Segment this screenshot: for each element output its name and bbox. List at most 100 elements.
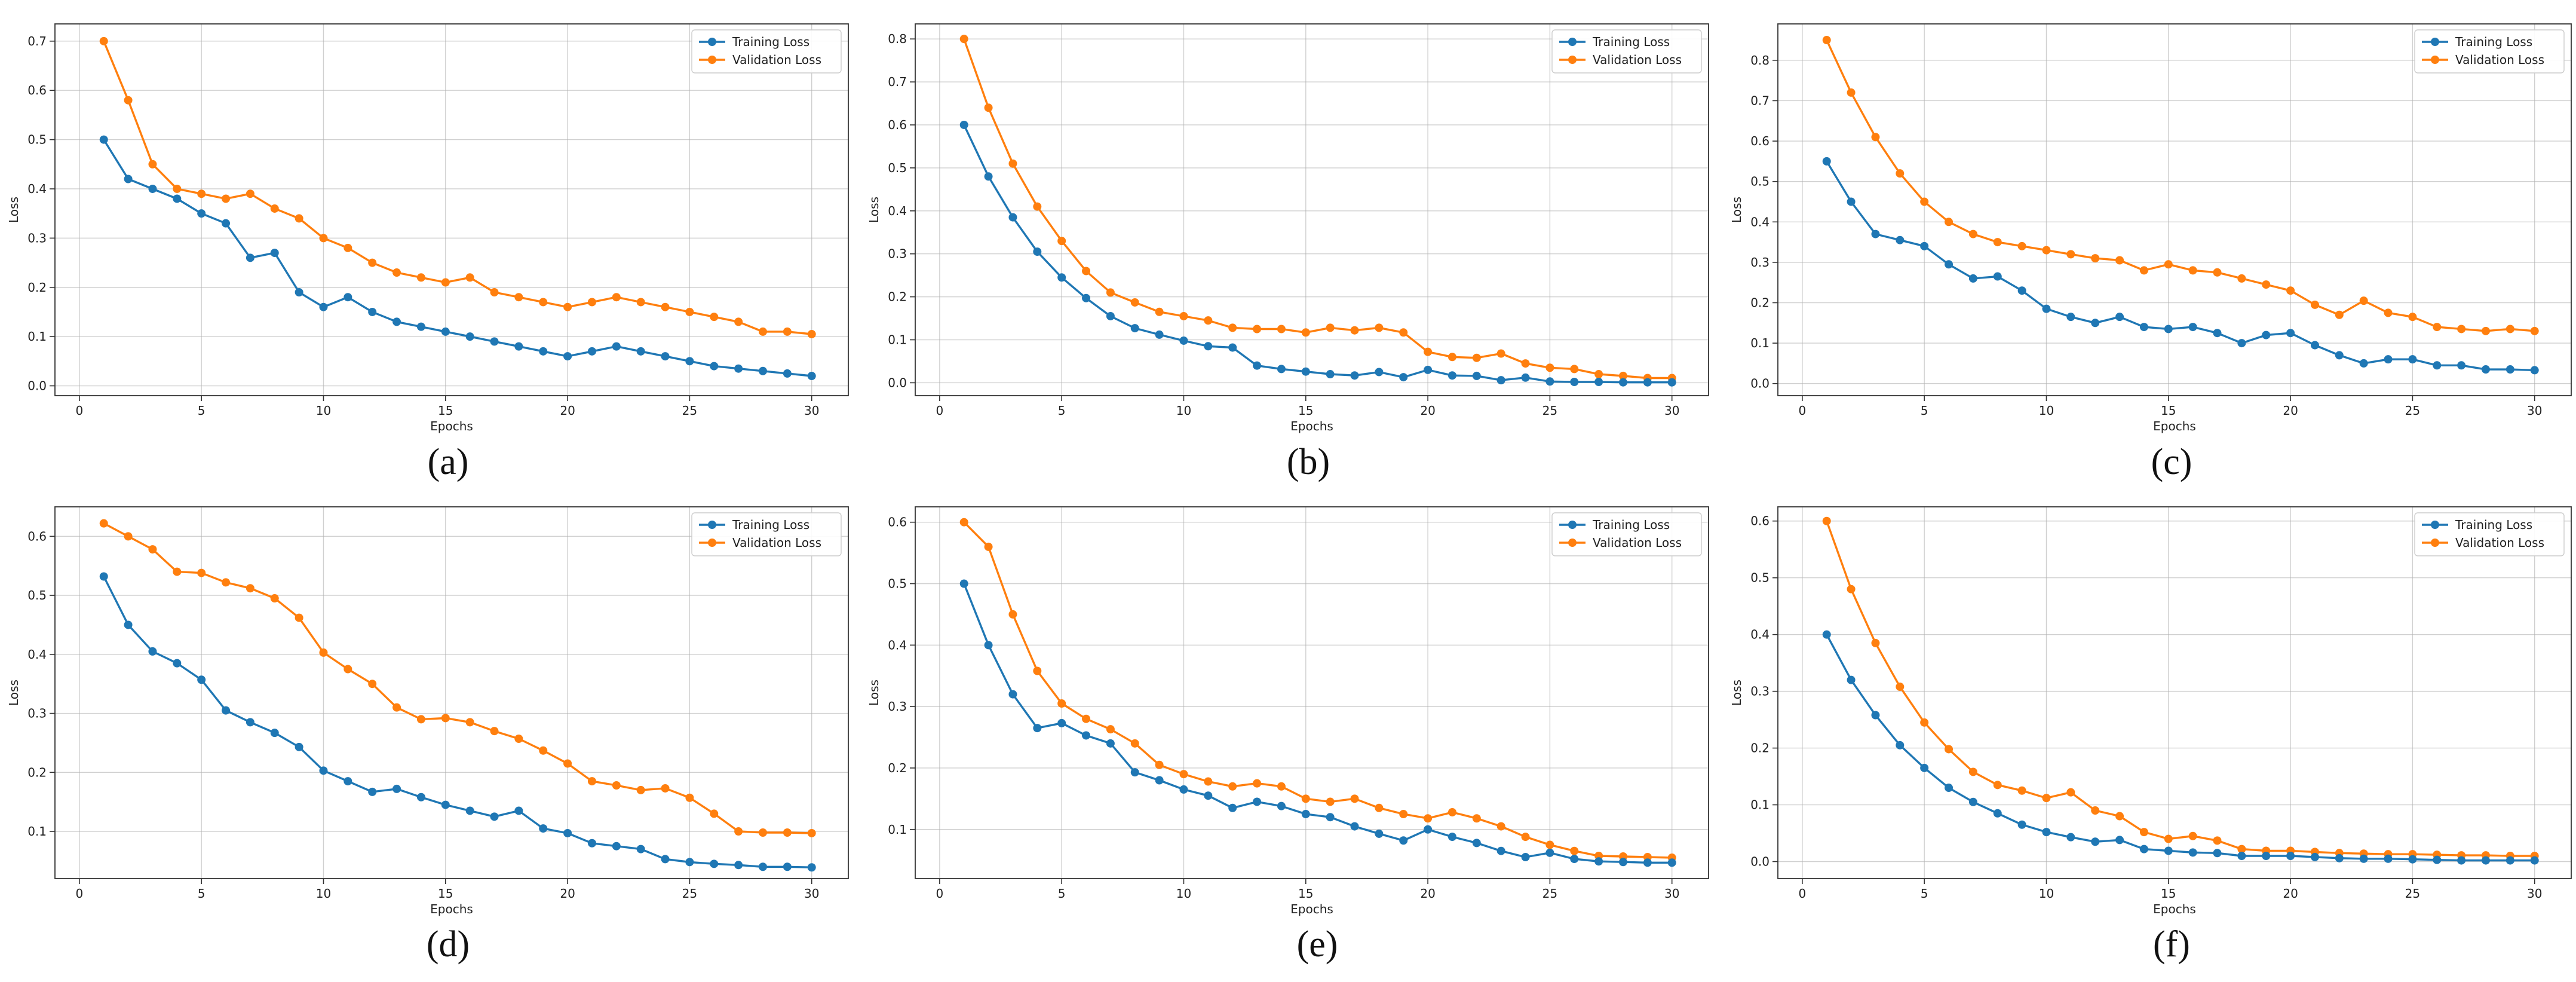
x-tick-label: 0 (1798, 886, 1806, 901)
validation-loss-point (1277, 325, 1286, 334)
x-tick-label: 0 (75, 886, 83, 901)
validation-loss-point (1228, 782, 1237, 791)
training-loss-point (1179, 785, 1188, 794)
validation-loss-point (612, 781, 621, 790)
validation-loss-point (2286, 286, 2295, 295)
training-loss-point (2530, 856, 2539, 865)
validation-loss-point (1496, 822, 1505, 831)
x-axis-label: Epochs (430, 419, 473, 433)
validation-loss-point (587, 777, 596, 786)
x-tick-label: 5 (1921, 886, 1928, 901)
validation-loss-point (734, 827, 743, 836)
training-loss-point (1008, 690, 1017, 699)
training-loss-point (1545, 848, 1554, 857)
training-loss-point (758, 862, 767, 871)
y-tick-label: 0.4 (1750, 215, 1770, 229)
legend-swatch-marker (1568, 56, 1577, 64)
training-loss-point (1847, 675, 1856, 684)
validation-loss-point (636, 785, 645, 794)
training-loss-point (636, 845, 645, 853)
training-loss-point (2359, 854, 2368, 863)
caption-e: (e) (1296, 924, 1338, 965)
y-tick-label: 0.2 (27, 280, 47, 295)
validation-loss-point (465, 273, 474, 282)
training-loss-point (1920, 241, 1929, 250)
x-tick-label: 20 (1420, 886, 1435, 901)
validation-loss-point (344, 243, 352, 252)
y-tick-label: 0.1 (888, 333, 907, 347)
x-tick-label: 20 (560, 886, 575, 901)
training-loss-point (758, 366, 767, 375)
training-loss-point (1008, 213, 1017, 222)
validation-loss-point (1521, 833, 1530, 842)
validation-loss-point (344, 665, 352, 674)
training-loss-point (1424, 365, 1433, 374)
training-loss-point (1228, 343, 1237, 352)
training-loss-point (246, 253, 254, 262)
training-loss-point (807, 863, 816, 872)
training-loss-point (734, 861, 743, 870)
training-loss-point (465, 332, 474, 341)
training-loss-point (1496, 846, 1505, 855)
training-loss-point (1521, 853, 1530, 862)
validation-loss-point (1130, 739, 1139, 748)
training-loss-point (1228, 803, 1237, 812)
training-loss-point (1399, 836, 1408, 845)
training-loss-point (2213, 849, 2222, 858)
validation-loss-point (2139, 266, 2148, 275)
y-tick-label: 0.4 (888, 638, 907, 652)
x-axis-label: Epochs (2153, 419, 2196, 433)
training-loss-point (2433, 361, 2442, 370)
x-tick-label: 30 (2527, 403, 2542, 418)
validation-loss-point (1326, 323, 1335, 332)
validation-loss-point (1008, 159, 1017, 168)
training-loss-point (1822, 157, 1831, 166)
training-loss-point (1277, 801, 1286, 810)
x-tick-label: 30 (1664, 886, 1679, 901)
validation-loss-point (124, 532, 133, 541)
y-tick-label: 0.7 (1750, 93, 1770, 108)
training-loss-point (392, 317, 401, 326)
y-tick-label: 0.5 (1750, 571, 1770, 585)
validation-loss-point (1545, 363, 1554, 372)
x-tick-label: 25 (1542, 886, 1557, 901)
caption-d: (d) (426, 924, 470, 965)
validation-loss-point (2433, 323, 2442, 332)
validation-loss-point (2506, 325, 2514, 334)
training-loss-point (1496, 376, 1505, 385)
training-loss-point (587, 347, 596, 356)
y-axis-label: Loss (7, 680, 21, 706)
training-loss-point (1570, 377, 1579, 386)
training-loss-point (2188, 848, 2197, 857)
validation-loss-point (2188, 266, 2197, 275)
validation-loss-point (1253, 779, 1262, 788)
validation-loss-point (2384, 308, 2393, 317)
validation-loss-point (222, 194, 231, 203)
training-loss-point (2139, 845, 2148, 853)
training-loss-point (1424, 825, 1433, 834)
training-loss-point (490, 812, 499, 821)
training-loss-point (1155, 776, 1164, 785)
training-loss-point (1920, 763, 1929, 772)
legend-label: Training Loss (2455, 35, 2532, 49)
validation-loss-point (2164, 260, 2173, 269)
validation-loss-point (1399, 810, 1408, 819)
training-loss-point (563, 828, 572, 837)
validation-loss-point (1155, 760, 1164, 769)
plot-background (1778, 507, 2571, 879)
validation-loss-point (1472, 814, 1481, 823)
validation-loss-point (984, 542, 993, 551)
y-tick-label: 0.2 (888, 761, 907, 775)
legend-swatch-marker (1568, 38, 1577, 46)
validation-loss-point (2237, 274, 2246, 283)
validation-loss-point (2359, 296, 2368, 305)
x-tick-label: 25 (2405, 886, 2420, 901)
training-loss-point (1945, 784, 1954, 793)
training-loss-point (1594, 857, 1603, 866)
training-loss-point (441, 327, 450, 336)
training-loss-point (1545, 377, 1554, 386)
training-loss-point (1326, 813, 1335, 822)
training-loss-point (2091, 837, 2100, 846)
y-tick-label: 0.3 (27, 706, 47, 721)
chart-panel-d: 0 5 10 15 20 25 30 0.1 0.2 0.3 0.4 0.5 0.6 Epochs Loss… (7, 506, 849, 916)
